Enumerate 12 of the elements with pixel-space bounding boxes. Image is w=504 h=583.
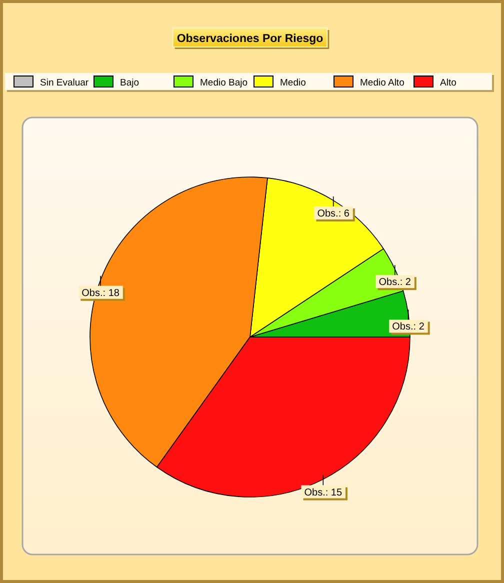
legend-label: Alto — [440, 78, 456, 88]
data-label: Obs.: 2 — [378, 277, 412, 288]
legend-label: Medio Bajo — [200, 78, 248, 88]
legend-label: Sin Evaluar — [40, 78, 89, 88]
data-label: Obs.: 15 — [304, 487, 342, 498]
data-label: Obs.: 6 — [317, 208, 350, 220]
legend-label: Medio — [280, 78, 306, 88]
chart-title: Observaciones Por Riesgo — [176, 33, 324, 45]
data-label: Obs.: 2 — [392, 322, 425, 333]
legend-label: Bajo — [120, 78, 140, 88]
legend-label: Medio Alto — [360, 78, 404, 88]
data-label: Obs.: 18 — [82, 288, 120, 299]
